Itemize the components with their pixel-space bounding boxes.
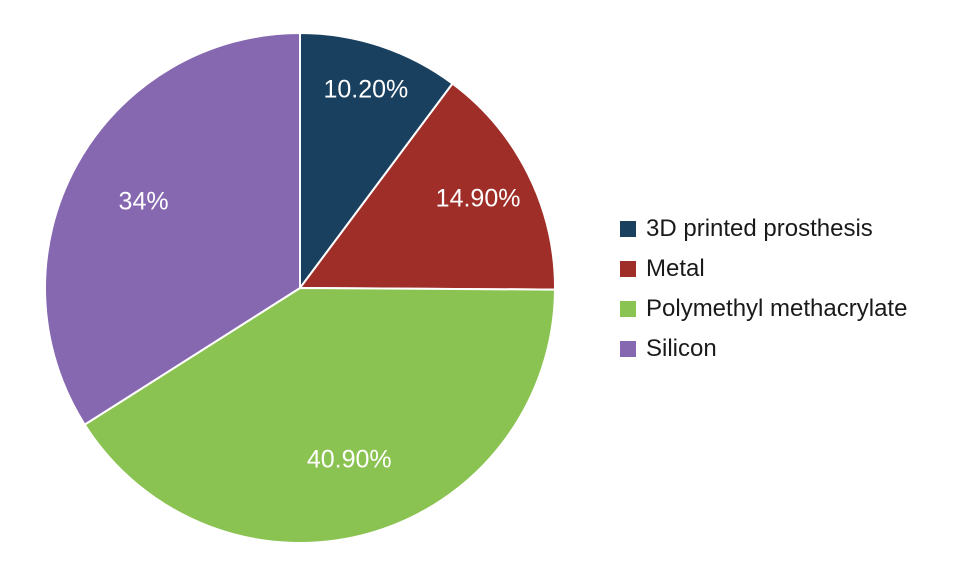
pie-chart-root: 10.20%14.90%40.90%34% 3D printed prosthe… (0, 0, 975, 577)
legend-item: 3D printed prosthesis (620, 215, 975, 243)
legend: 3D printed prosthesis Metal Polymethyl met… (590, 215, 975, 363)
legend-item: Polymethyl methacrylate (620, 295, 975, 323)
pie-chart-svg (0, 0, 590, 577)
legend-swatch (620, 261, 636, 277)
legend-label: Silicon (646, 335, 717, 363)
legend-label: 3D printed prosthesis (646, 215, 873, 243)
legend-item: Silicon (620, 335, 975, 363)
legend-swatch (620, 341, 636, 357)
pie-chart-area: 10.20%14.90%40.90%34% (0, 0, 590, 577)
legend-label: Metal (646, 255, 705, 283)
legend-swatch (620, 221, 636, 237)
legend-swatch (620, 301, 636, 317)
legend-label: Polymethyl methacrylate (646, 295, 907, 323)
legend-item: Metal (620, 255, 975, 283)
